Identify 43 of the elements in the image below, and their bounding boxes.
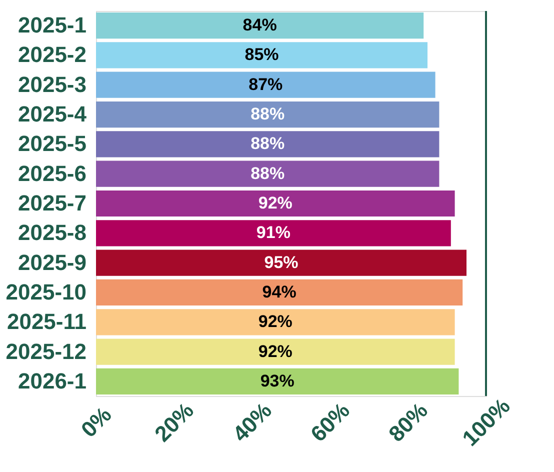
y-tick-label: 2025-6: [18, 160, 86, 186]
data-label: 93%: [260, 371, 294, 390]
bar: [96, 42, 428, 68]
y-tick-label: 2025-8: [18, 220, 86, 246]
bar: [96, 279, 463, 306]
bar: [96, 131, 440, 158]
y-tick-label: 2025-3: [18, 72, 86, 97]
bar: [96, 12, 424, 39]
y-tick-label: 2025-10: [6, 279, 86, 304]
bar: [96, 250, 466, 276]
y-tick-label: 2025-9: [18, 250, 86, 275]
y-tick-label: 2026-1: [18, 368, 86, 394]
bar: [96, 309, 455, 336]
data-label: 95%: [264, 252, 298, 272]
y-tick-label: 2025-12: [6, 338, 86, 364]
data-label: 85%: [244, 45, 279, 64]
data-label: 84%: [242, 16, 277, 35]
y-tick-label: 2025-4: [18, 102, 88, 127]
x-tick-label: 60%: [306, 398, 355, 447]
bar: [96, 368, 459, 395]
data-label: 88%: [250, 134, 285, 154]
data-label: 92%: [258, 312, 292, 332]
y-tick-label: 2025-11: [6, 309, 86, 334]
data-label: 88%: [250, 164, 285, 183]
y-tick-label: 2025-5: [18, 131, 86, 156]
x-tick-label: 40%: [228, 398, 277, 447]
bar: [96, 220, 451, 246]
bar: [96, 190, 455, 217]
data-label: 94%: [262, 282, 296, 302]
bar: [96, 72, 436, 98]
x-tick-label: 80%: [384, 398, 433, 447]
bar: [96, 338, 455, 365]
y-tick-label: 2025-2: [18, 42, 86, 68]
data-label: 91%: [256, 223, 290, 242]
data-label: 92%: [258, 342, 292, 361]
y-tick-label: 2025-7: [18, 190, 86, 216]
data-label: 87%: [248, 74, 283, 94]
y-tick-label: 2025-1: [18, 12, 86, 38]
bar: [96, 160, 440, 187]
data-label: 92%: [258, 194, 292, 212]
bar: [96, 101, 440, 128]
data-label: 88%: [250, 104, 285, 124]
x-tick-label: 0%: [76, 402, 116, 442]
